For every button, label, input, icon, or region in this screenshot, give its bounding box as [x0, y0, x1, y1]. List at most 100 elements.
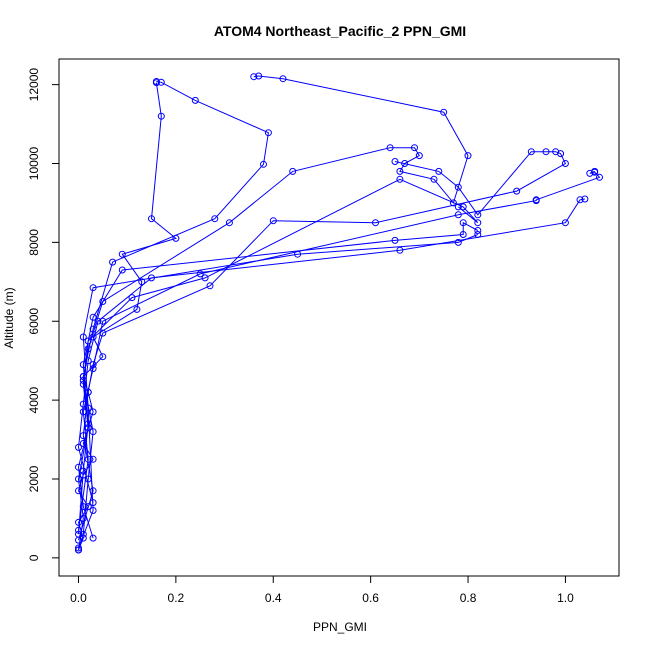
x-tick-label: 1.0: [557, 591, 574, 605]
data-point: [532, 197, 540, 205]
data-point: [459, 219, 467, 227]
data-point: [561, 160, 569, 167]
series-line: [77, 81, 269, 551]
plot-frame: [58, 58, 620, 577]
data-point: [250, 73, 258, 81]
data-point: [464, 152, 472, 160]
data-point: [440, 108, 448, 116]
data-point: [152, 78, 160, 85]
data-point: [75, 518, 82, 526]
series-8: [75, 219, 482, 538]
data-point: [89, 365, 97, 373]
data-point: [79, 408, 87, 416]
data-point: [586, 169, 594, 177]
data-point: [157, 112, 165, 120]
data-point: [148, 215, 155, 223]
data-point: [396, 175, 404, 183]
data-point: [415, 152, 423, 160]
y-tick-label: 6000: [27, 308, 41, 335]
x-tick-label: 0.0: [70, 591, 87, 605]
series-line: [77, 178, 479, 539]
data-point: [89, 313, 97, 321]
data-point: [138, 278, 146, 286]
data-point: [255, 72, 263, 80]
data-point: [474, 211, 482, 219]
y-axis: 0 2000 4000 6000 8000 10000 12000: [27, 68, 60, 561]
data-point: [128, 294, 136, 302]
data-point: [474, 219, 482, 227]
data-point: [79, 361, 87, 369]
data-point: [372, 219, 379, 227]
data-series: [75, 72, 603, 554]
data-point: [99, 317, 107, 325]
series-1: [75, 79, 180, 554]
chart-title: ATOM4 Northeast_Pacific_2 PPN_GMI: [214, 23, 466, 39]
data-point: [260, 160, 267, 168]
data-point: [391, 236, 399, 244]
data-point: [89, 428, 97, 436]
data-point: [99, 329, 107, 337]
x-tick-label: 0.2: [168, 591, 185, 605]
series-3: [79, 72, 472, 538]
y-tick-label: 0: [27, 554, 41, 561]
data-point: [225, 219, 233, 227]
y-tick-label: 10000: [27, 146, 41, 180]
series-line: [78, 151, 567, 541]
data-point: [435, 167, 443, 175]
data-point: [561, 219, 569, 227]
data-point: [75, 443, 82, 451]
series-6: [75, 167, 603, 534]
series-line: [77, 198, 585, 503]
data-point: [591, 168, 599, 176]
series-9: [75, 231, 482, 552]
data-point: [596, 173, 603, 181]
data-point: [84, 455, 92, 463]
data-point: [118, 266, 126, 274]
series-line: [82, 75, 469, 535]
data-point: [75, 544, 82, 552]
series-line: [78, 234, 478, 549]
data-point: [474, 227, 482, 234]
data-point: [157, 78, 165, 86]
y-tick-label: 8000: [27, 229, 41, 256]
series-5: [75, 175, 482, 542]
data-point: [430, 175, 438, 183]
data-point: [109, 258, 117, 266]
y-tick-label: 2000: [27, 465, 41, 492]
data-point: [294, 250, 302, 258]
data-point: [454, 203, 462, 211]
data-point: [459, 231, 467, 238]
data-point: [79, 467, 87, 475]
data-point: [557, 150, 565, 158]
series-line: [78, 170, 601, 531]
data-point: [269, 217, 277, 225]
data-point: [396, 246, 404, 254]
data-point: [542, 148, 550, 156]
data-point: [89, 534, 97, 542]
data-point: [75, 530, 82, 538]
series-line: [78, 221, 479, 535]
x-axis: 0.0 0.2 0.4 0.6 0.8 1.0: [70, 575, 574, 605]
data-point: [411, 144, 418, 152]
data-point: [289, 167, 297, 175]
data-point: [99, 298, 107, 305]
data-point: [84, 337, 92, 345]
data-point: [396, 167, 404, 175]
data-point: [89, 507, 97, 514]
data-point: [191, 96, 199, 104]
x-tick-label: 0.4: [265, 591, 282, 605]
x-axis-label: PPN_GMI: [313, 620, 367, 634]
data-point: [118, 250, 126, 258]
data-point: [513, 187, 521, 195]
data-point: [391, 158, 399, 165]
data-point: [576, 196, 584, 204]
data-point: [454, 238, 462, 246]
x-tick-label: 0.8: [460, 591, 477, 605]
data-point: [84, 404, 92, 412]
data-point: [454, 211, 462, 219]
data-point: [474, 231, 482, 238]
data-point: [201, 274, 209, 282]
data-point: [196, 270, 204, 278]
data-point: [459, 203, 467, 211]
